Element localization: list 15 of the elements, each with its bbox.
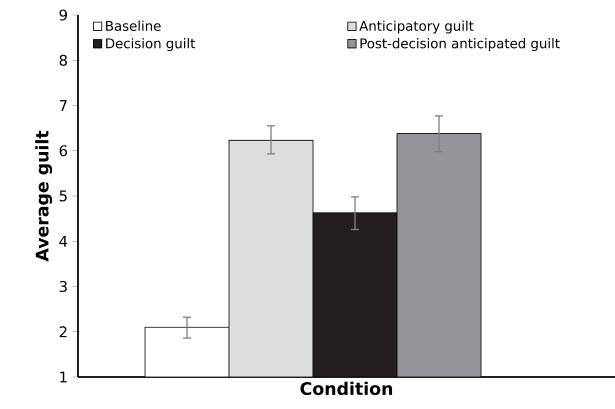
- legend-label: Baseline: [106, 20, 161, 31]
- y-tick-label: 6: [60, 145, 68, 156]
- y-tick-label: 1: [60, 372, 67, 382]
- y-axis-title: Average guilt: [35, 130, 52, 262]
- y-tick-label: 5: [60, 190, 67, 202]
- y-tick-label: 9: [60, 9, 67, 21]
- y-tick-label: 2: [60, 326, 66, 338]
- legend-label: Post-decision anticipated guilt: [360, 38, 560, 51]
- legend-label: Decision guilt: [106, 38, 196, 51]
- x-axis-title: Condition: [300, 382, 392, 396]
- y-tick-label: 3: [60, 280, 67, 292]
- y-tick-label: 7: [60, 100, 67, 111]
- legend-label: Anticipatory guilt: [359, 20, 474, 34]
- y-tick-label: 4: [59, 236, 68, 247]
- y-tick-label: 8: [60, 54, 67, 66]
